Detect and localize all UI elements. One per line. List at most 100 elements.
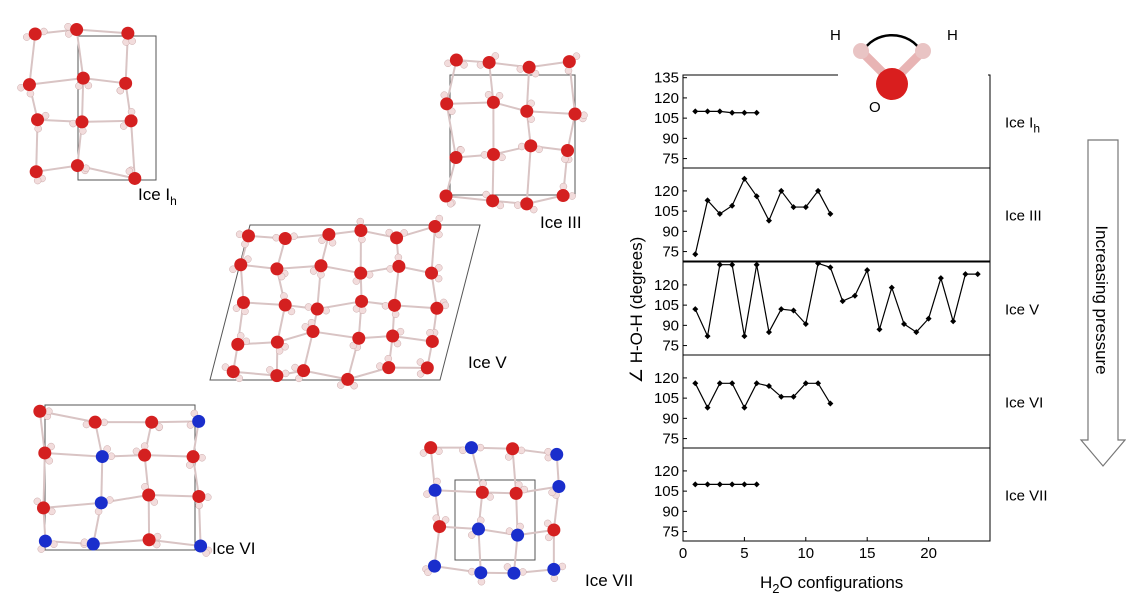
- oxygen-atom: [271, 336, 284, 349]
- data-point: [705, 333, 711, 339]
- oxygen-atom: [194, 540, 207, 553]
- x-tick-label: 5: [740, 545, 748, 562]
- y-tick-label: 90: [662, 130, 679, 147]
- data-point: [889, 285, 895, 291]
- oxygen-atom: [242, 229, 255, 242]
- data-point: [766, 218, 772, 224]
- label-main: Ice III: [1005, 208, 1042, 225]
- data-point: [705, 405, 711, 411]
- data-point: [717, 380, 723, 386]
- data-point: [729, 481, 735, 487]
- data-point: [766, 329, 772, 335]
- data-point: [876, 326, 882, 332]
- y-tick-label: 105: [654, 110, 679, 127]
- structures: [17, 23, 587, 585]
- oxygen-atom: [77, 72, 90, 85]
- oxygen-atom: [392, 260, 405, 273]
- data-point: [975, 271, 981, 277]
- oxygen-atom: [39, 535, 52, 548]
- oxygen-atom: [87, 538, 100, 551]
- water-molecule: H H O: [830, 27, 988, 116]
- structure-label: Ice V: [468, 353, 507, 372]
- oxygen-atom: [237, 296, 250, 309]
- oxygen-atom: [511, 529, 524, 542]
- hbond: [447, 102, 494, 103]
- oxygen-atom: [95, 496, 108, 509]
- oxygen-atom: [352, 332, 365, 345]
- charts: 7590105120135Ice Ih7590105120Ice III7590…: [654, 70, 1048, 562]
- oxygen-atom: [474, 566, 487, 579]
- hydrogen-atom: [551, 575, 558, 582]
- oxygen-atom: [231, 338, 244, 351]
- hydrogen-atom: [317, 271, 324, 278]
- oxygen-atom: [279, 232, 292, 245]
- y-tick-label: 105: [654, 203, 679, 220]
- hbond: [304, 371, 348, 380]
- oxygen-atom: [279, 298, 292, 311]
- data-line: [695, 383, 830, 407]
- data-point: [815, 380, 821, 386]
- data-point: [692, 251, 698, 257]
- panel-frame: [683, 262, 990, 355]
- label-sub: h: [170, 194, 177, 208]
- hbond: [527, 111, 575, 114]
- oxygen-atom: [876, 68, 908, 100]
- oxygen-atom: [119, 77, 132, 90]
- data-point: [717, 262, 723, 268]
- hbond: [43, 453, 44, 508]
- oxygen-atom: [557, 189, 570, 202]
- label-main: Ice I: [1005, 115, 1033, 132]
- y-tick-label: 120: [654, 463, 679, 480]
- oxygen-atom: [75, 115, 88, 128]
- hydrogen-atom: [358, 236, 365, 243]
- oxygen-atom: [270, 262, 283, 275]
- oxygen-atom: [142, 488, 155, 501]
- data-point: [692, 481, 698, 487]
- oxygen-atom: [487, 96, 500, 109]
- data-point: [852, 293, 858, 299]
- panel-label: Ice Ih: [1005, 115, 1040, 136]
- oxygen-atom: [486, 194, 499, 207]
- hbond: [77, 30, 128, 34]
- oxygen-atom: [355, 295, 368, 308]
- hbond: [313, 332, 359, 339]
- label-main: Ice VI: [1005, 395, 1043, 412]
- oxygen-atom: [187, 450, 200, 463]
- panel-frame: [683, 355, 990, 448]
- oxygen-atom: [483, 56, 496, 69]
- x-axis-label: H2O configurations: [760, 573, 903, 596]
- data-point: [778, 306, 784, 312]
- data-point: [754, 380, 760, 386]
- data-point: [729, 110, 735, 116]
- oxygen-atom: [472, 523, 485, 536]
- oxygen-atom: [433, 520, 446, 533]
- hydrogen-atom: [480, 480, 487, 487]
- oxygen-atom: [128, 172, 141, 185]
- label-main: Ice VII: [1005, 488, 1048, 505]
- oxygen-atom: [314, 259, 327, 272]
- oxygen-atom: [425, 267, 438, 280]
- structure-label: Ice VI: [212, 539, 255, 558]
- hbond: [493, 154, 494, 200]
- hydrogen-atom: [34, 177, 41, 184]
- oxygen-atom: [125, 114, 138, 127]
- hydrogen-atom: [204, 494, 211, 501]
- oxygen-atom: [440, 190, 453, 203]
- label-sub: h: [1033, 122, 1040, 136]
- hydrogen-atom: [519, 568, 526, 575]
- oxygen-atom: [476, 486, 489, 499]
- oxygen-atom: [440, 97, 453, 110]
- hbond: [29, 78, 83, 85]
- hydrogen-atom: [273, 234, 280, 241]
- angle-arc: [863, 35, 921, 52]
- x-label-part: H: [760, 573, 772, 592]
- oxygen-atom: [31, 113, 44, 126]
- oxygen-atom: [547, 563, 560, 576]
- hydrogen-atom: [79, 127, 86, 134]
- hydrogen-atom: [280, 293, 287, 300]
- x-label-sub: 2: [772, 581, 779, 596]
- y-tick-label: 90: [662, 317, 679, 334]
- hydrogen-atom: [569, 193, 576, 200]
- hydrogen-atom: [128, 108, 135, 115]
- structure-label: Ice Ih: [138, 185, 177, 208]
